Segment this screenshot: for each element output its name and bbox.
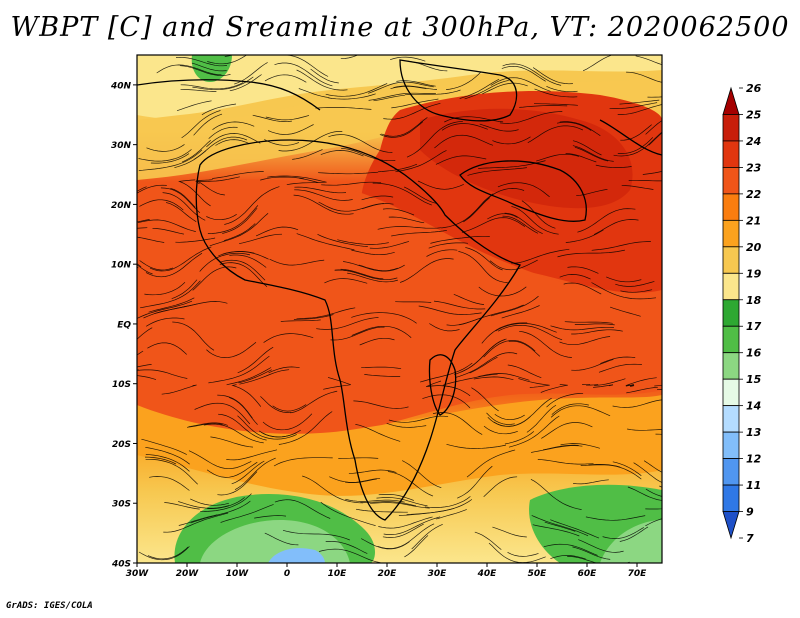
lon-tick-label: 30W <box>126 569 150 579</box>
colorbar-label: 16 <box>746 347 762 360</box>
lat-tick-label: 10S <box>112 380 131 390</box>
wbpt-field <box>137 55 662 563</box>
lat-tick-label: EQ <box>117 320 131 330</box>
streamlines <box>137 55 662 563</box>
colorbar-swatch <box>722 114 740 142</box>
colorbar-label: 14 <box>746 400 761 413</box>
grads-credit: GrADS: IGES/COLA <box>6 601 93 611</box>
lat-tick-label: 30S <box>112 500 131 510</box>
colorbar-swatch <box>722 458 740 486</box>
lon-tick-label: 20W <box>176 569 200 579</box>
colorbar-label: 26 <box>746 82 762 95</box>
colorbar-swatch <box>722 86 740 115</box>
map-title: WBPT [C] and Sreamline at 300hPa, VT: 20… <box>10 12 790 43</box>
latitude-axis: 40N 30N 20N 10N EQ 10S 20S 30S 40S <box>110 81 137 570</box>
colorbar-label: 9 <box>746 506 754 519</box>
colorbar-swatch <box>722 167 740 195</box>
colorbar: 26 25 24 23 22 21 20 19 18 17 16 15 14 13 12 11 9 7 <box>722 82 762 545</box>
coastlines <box>137 59 662 521</box>
lon-tick-label: 30E <box>428 569 448 579</box>
colorbar-swatch <box>722 193 740 221</box>
lon-tick-label: 60E <box>578 569 598 579</box>
lon-tick-label: 10W <box>226 569 250 579</box>
colorbar-swatch <box>722 431 740 459</box>
colorbar-label: 12 <box>746 453 762 466</box>
colorbar-swatch <box>722 484 740 512</box>
colorbar-label: 24 <box>746 135 761 148</box>
colorbar-swatch <box>722 325 740 354</box>
colorbar-swatch <box>722 246 740 274</box>
colorbar-label: 11 <box>746 479 761 492</box>
lon-tick-label: 0 <box>284 569 290 579</box>
lon-tick-label: 10E <box>328 569 348 579</box>
lon-tick-label: 50E <box>528 569 548 579</box>
colorbar-label: 17 <box>746 320 762 333</box>
colorbar-swatch <box>722 272 740 301</box>
colorbar-swatch <box>722 511 740 540</box>
lat-tick-label: 20S <box>112 440 131 450</box>
colorbar-swatch <box>722 299 740 327</box>
lat-tick-label: 30N <box>111 141 132 151</box>
lon-tick-label: 40E <box>477 569 498 579</box>
lat-tick-label: 20N <box>111 201 132 211</box>
lat-tick-label: 40S <box>111 560 131 570</box>
colorbar-label: 13 <box>746 426 762 439</box>
colorbar-label: 19 <box>746 267 762 280</box>
colorbar-label: 15 <box>746 373 762 386</box>
colorbar-swatch <box>722 352 740 380</box>
lat-tick-label: 40N <box>110 81 132 91</box>
colorbar-swatch <box>722 405 740 433</box>
colorbar-label: 22 <box>746 188 762 201</box>
colorbar-label: 25 <box>746 108 762 121</box>
longitude-axis: 30W 20W 10W 0 10E 20E 30E 40E 50E 60E 70E <box>126 563 647 579</box>
lon-tick-label: 70E <box>628 569 648 579</box>
colorbar-label: 7 <box>746 532 754 545</box>
colorbar-swatch <box>722 140 740 168</box>
lat-tick-label: 10N <box>111 261 132 271</box>
lon-tick-label: 20E <box>378 569 398 579</box>
colorbar-label: 21 <box>746 214 761 227</box>
colorbar-label: 20 <box>746 241 762 254</box>
colorbar-label: 18 <box>746 294 762 307</box>
colorbar-swatch <box>722 219 740 248</box>
colorbar-swatch <box>722 378 740 407</box>
plot-frame <box>136 54 663 564</box>
colorbar-label: 23 <box>746 161 762 174</box>
